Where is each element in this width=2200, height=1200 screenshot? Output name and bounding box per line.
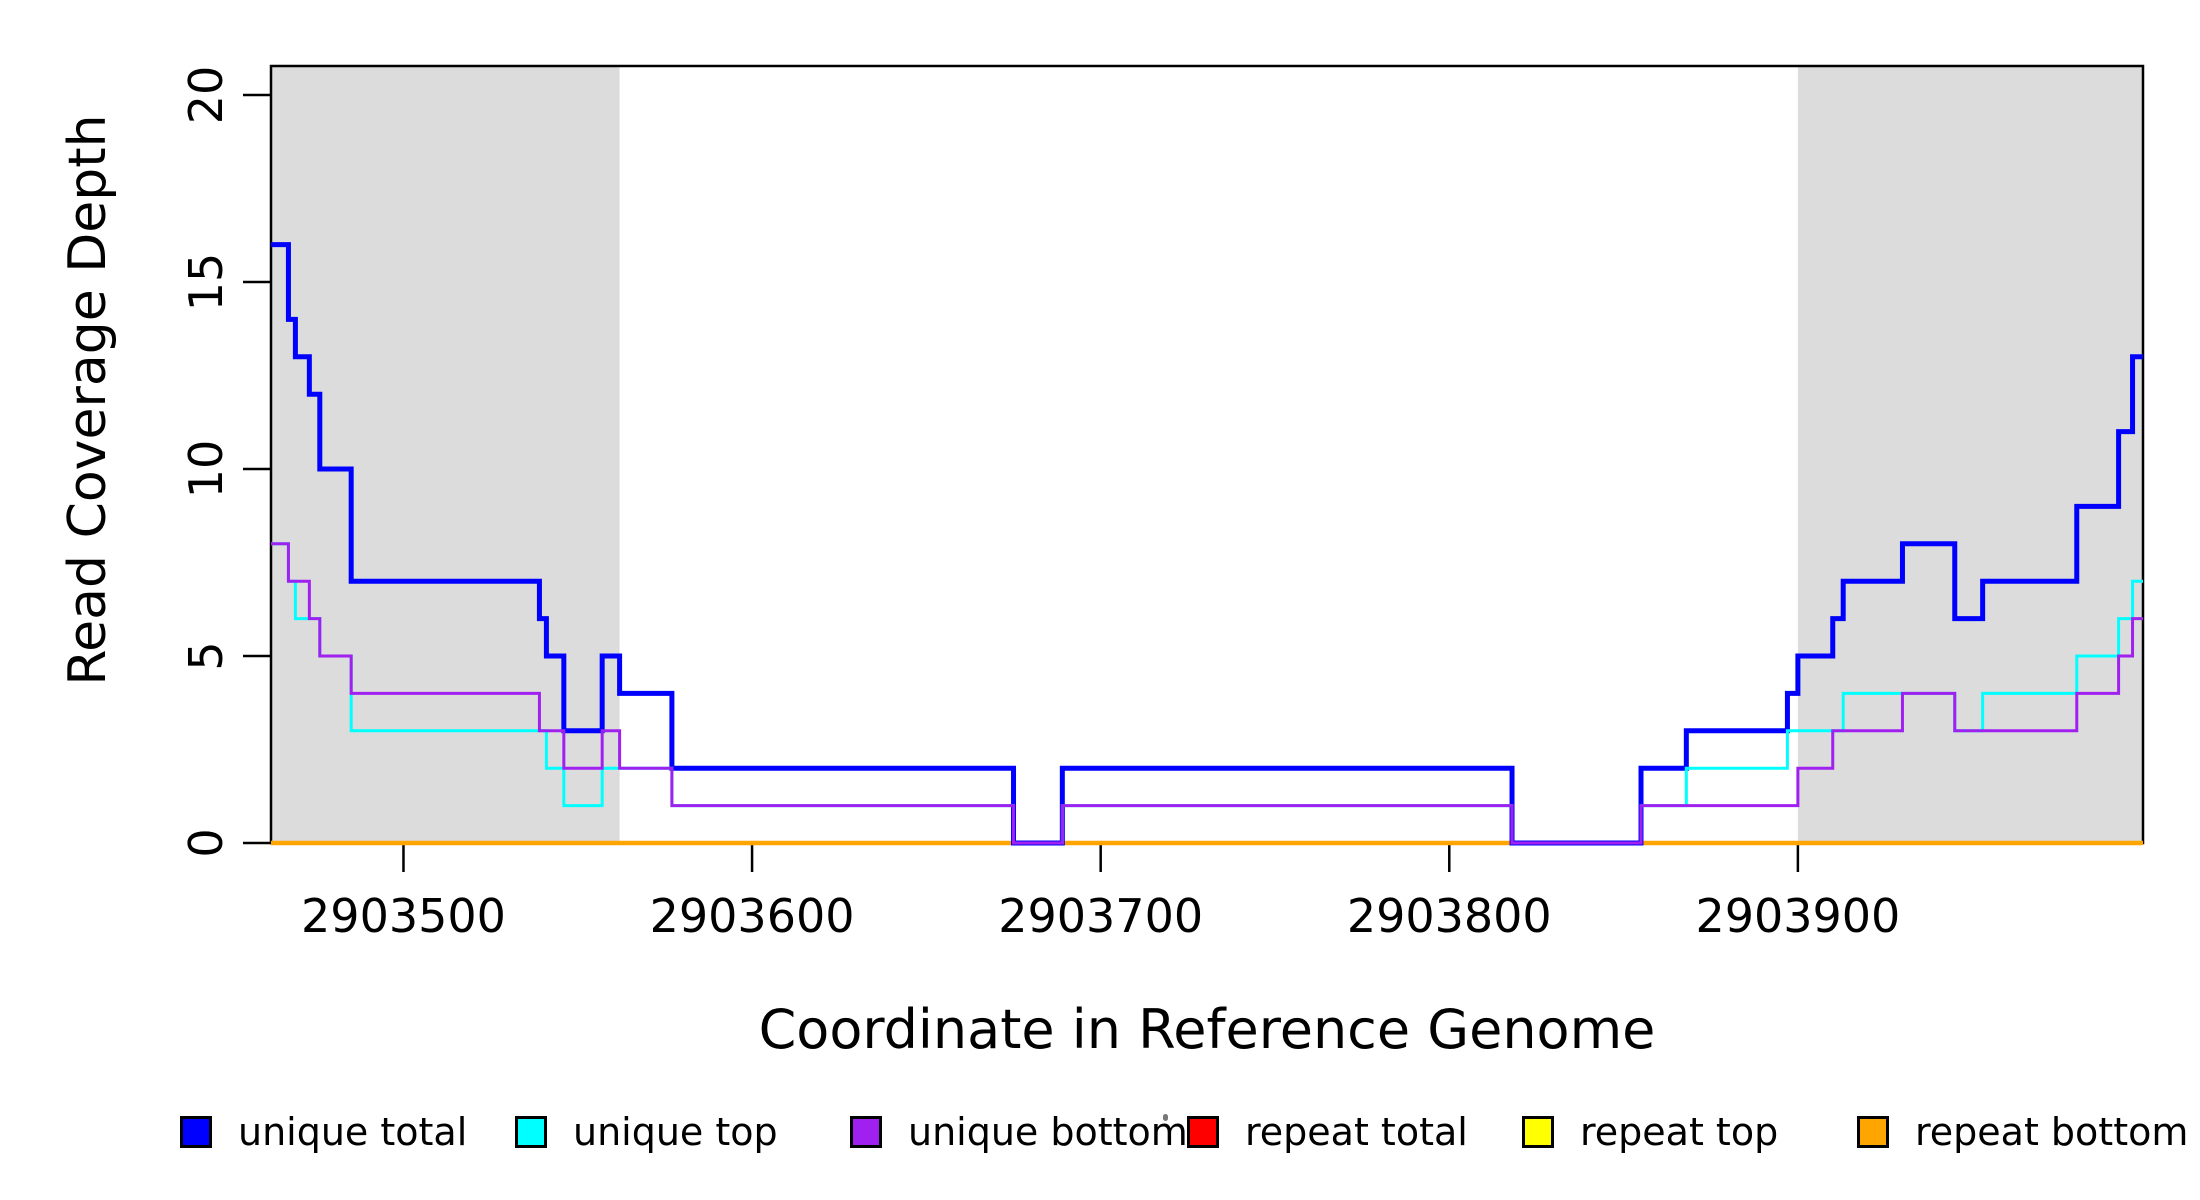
legend-label: unique total xyxy=(238,1110,468,1154)
axes-layer: 2903500 2903600 2903700 2903800 2903900 0 5 10 1… xyxy=(179,64,2145,943)
y-tick-label: 15 xyxy=(179,253,233,312)
legend-swatch-unique-top-icon xyxy=(515,1116,547,1148)
legend-swatch-unique-total-icon xyxy=(180,1116,212,1148)
x-tick-label: 2903700 xyxy=(998,889,1203,943)
y-tick-label: 0 xyxy=(179,828,233,857)
y-tick-label: 5 xyxy=(179,641,233,670)
y-tick-label: 20 xyxy=(179,66,233,125)
legend-swatch-repeat-top-icon xyxy=(1522,1116,1554,1148)
x-tick-label: 2903500 xyxy=(301,889,506,943)
series-layer xyxy=(271,242,2143,846)
legend: unique total unique top unique bottom repea… xyxy=(0,1112,2200,1172)
y-tick-label: 10 xyxy=(179,440,233,499)
series-unique-total xyxy=(271,242,2143,846)
legend-label: repeat bottom xyxy=(1915,1110,2189,1154)
x-tick-label: 2903900 xyxy=(1695,889,1900,943)
legend-label: repeat total xyxy=(1245,1110,1468,1154)
masked-regions-layer xyxy=(271,66,2143,843)
stray-dot-mark xyxy=(1163,1114,1168,1121)
legend-label: repeat top xyxy=(1580,1110,1779,1154)
legend-swatch-unique-bottom-icon xyxy=(850,1116,882,1148)
x-tick-label: 2903600 xyxy=(650,889,855,943)
masked-region-repeat-masked-right xyxy=(1797,66,2143,843)
x-axis-title: Coordinate in Reference Genome xyxy=(759,998,1656,1061)
y-axis-title: Read Coverage Depth xyxy=(58,114,118,685)
legend-label: unique top xyxy=(573,1110,778,1154)
series-unique-bottom xyxy=(271,542,2143,845)
legend-swatch-repeat-total-icon xyxy=(1187,1116,1219,1148)
masked-region-repeat-masked-left xyxy=(271,66,620,843)
legend-swatch-repeat-bottom-icon xyxy=(1857,1116,1889,1148)
x-tick-label: 2903800 xyxy=(1347,889,1552,943)
legend-label: unique bottom xyxy=(908,1110,1188,1154)
